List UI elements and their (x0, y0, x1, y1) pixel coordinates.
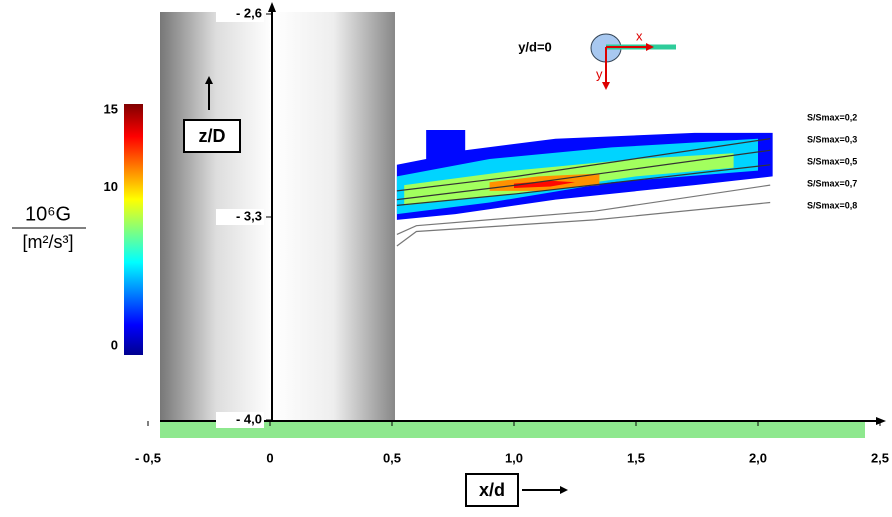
contour-label: S/Smax=0,3 (807, 134, 857, 144)
colorbar-tick-label: 15 (104, 101, 118, 116)
contour-line (396, 164, 771, 206)
contour-label: S/Smax=0,7 (807, 178, 857, 188)
colorbar (124, 104, 143, 355)
label-box (183, 119, 241, 153)
x-label: x/d (479, 480, 505, 500)
contour-line (396, 201, 771, 247)
contour-line (396, 149, 771, 201)
arrow (876, 417, 886, 425)
arrow (268, 2, 276, 12)
pier-right (272, 12, 395, 422)
x-tick-label: 1,5 (627, 450, 645, 465)
arrow (602, 82, 610, 90)
arrow (560, 486, 568, 494)
contour-line (396, 184, 771, 235)
x-tick-label: 2,0 (749, 450, 767, 465)
tick-label-bg (216, 412, 264, 428)
label-box (465, 473, 519, 507)
colorbar-tick-label: 0 (111, 337, 118, 352)
colorbar-label: 10⁶G (25, 203, 71, 225)
y-tick-label: - 2,6 (236, 5, 262, 20)
plot (396, 130, 773, 247)
x-tick-label: - 0,5 (135, 450, 161, 465)
inset-y-label: y (596, 66, 603, 81)
bed (160, 422, 865, 438)
colorbar-unit: [m²/s³] (23, 232, 74, 252)
y-tick-label: - 4,0 (236, 411, 262, 426)
tick-label-bg (216, 209, 264, 225)
tick-label-bg (216, 6, 264, 22)
contour-label: S/Smax=0,2 (807, 112, 857, 122)
field-region (514, 180, 575, 188)
z-label: z/D (199, 126, 226, 146)
x-tick-label: 0 (266, 450, 273, 465)
arrow (646, 43, 654, 51)
colorbar-tick-label: 10 (104, 179, 118, 194)
arrow (205, 76, 213, 84)
plane-label: y/d=0 (518, 39, 552, 54)
contour-label: S/Smax=0,8 (807, 200, 857, 210)
contour-line (396, 138, 771, 192)
x-tick-label: 2,5 (871, 450, 889, 465)
x-tick-label: 1,0 (505, 450, 523, 465)
contour-label: S/Smax=0,5 (807, 156, 857, 166)
inset-x-label: x (636, 28, 643, 43)
x-tick-label: 0,5 (383, 450, 401, 465)
y-tick-label: - 3,3 (236, 208, 262, 223)
